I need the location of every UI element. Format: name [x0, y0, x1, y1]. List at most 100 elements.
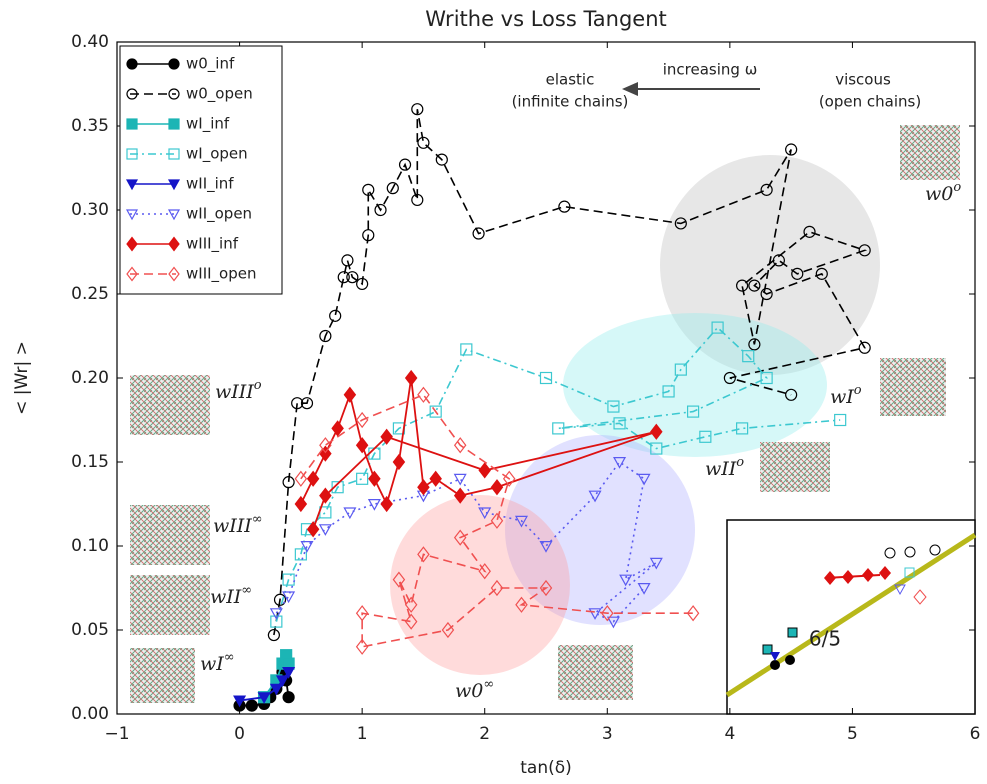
- y-tick-label: 0.25: [71, 284, 109, 304]
- marker: [649, 557, 663, 570]
- marker: [294, 548, 307, 561]
- marker: [539, 579, 553, 597]
- y-tick-label: 0.35: [71, 116, 109, 136]
- marker: [791, 267, 804, 280]
- marker: [269, 608, 283, 620]
- group-label: wIII∞: [213, 512, 263, 538]
- marker: [539, 541, 553, 553]
- x-axis-label: tan(δ): [520, 758, 572, 778]
- marker: [606, 616, 620, 629]
- group-label: w0o: [925, 180, 961, 206]
- marker: [126, 236, 138, 252]
- annotation: (infinite chains): [512, 93, 629, 111]
- marker: [674, 217, 687, 230]
- marker: [282, 691, 295, 704]
- marker: [356, 472, 369, 485]
- molecule-image: [130, 505, 210, 565]
- marker: [834, 413, 847, 427]
- inset-points: [762, 544, 941, 670]
- y-tick-label: 0.40: [71, 32, 109, 52]
- x-tick-label: 4: [724, 724, 735, 744]
- group-label-sup: o: [254, 378, 262, 393]
- marker: [686, 605, 700, 622]
- marker: [331, 420, 344, 437]
- marker: [282, 573, 295, 586]
- marker: [291, 397, 304, 410]
- marker: [785, 388, 798, 401]
- annotation: viscous: [835, 71, 891, 89]
- marker: [785, 143, 798, 156]
- group-label-base: wIII: [215, 381, 254, 403]
- marker: [760, 183, 773, 196]
- marker: [168, 118, 180, 130]
- x-tick-label: 5: [847, 724, 858, 744]
- group-label-base: wII: [210, 586, 242, 608]
- group-label-sup: o: [854, 383, 862, 398]
- marker: [711, 321, 724, 334]
- marker: [515, 596, 528, 613]
- marker: [429, 470, 442, 487]
- marker: [453, 473, 467, 486]
- marker: [362, 183, 375, 196]
- group-label: wI∞: [200, 650, 235, 676]
- marker: [748, 279, 761, 292]
- legend-label: w0_inf: [186, 55, 235, 74]
- marker: [367, 499, 381, 511]
- marker: [723, 371, 736, 385]
- group-label: wII∞: [210, 583, 252, 609]
- marker: [674, 363, 687, 376]
- marker: [306, 521, 320, 538]
- marker: [319, 445, 332, 462]
- marker: [126, 88, 138, 100]
- molecule-image: [900, 125, 960, 180]
- marker: [362, 229, 375, 242]
- marker: [803, 225, 816, 238]
- group-label: w0∞: [455, 677, 494, 703]
- marker: [411, 103, 424, 116]
- marker: [398, 158, 412, 171]
- marker: [613, 457, 627, 469]
- marker: [858, 244, 871, 257]
- inset-point: [770, 652, 780, 661]
- marker: [392, 571, 406, 588]
- marker: [417, 386, 430, 403]
- inset-point: [785, 655, 795, 665]
- inset-point: [770, 660, 780, 670]
- marker: [490, 512, 504, 529]
- marker: [552, 422, 565, 435]
- marker: [167, 179, 181, 191]
- y-axis-label: < |Wr| >: [12, 341, 32, 415]
- marker: [355, 437, 369, 454]
- marker: [300, 397, 314, 410]
- group-label-sup: ∞: [483, 677, 494, 692]
- marker: [282, 667, 296, 679]
- marker: [368, 470, 381, 487]
- marker: [126, 148, 138, 160]
- marker: [435, 153, 448, 166]
- marker: [772, 254, 785, 267]
- y-tick-label: 0.05: [71, 620, 109, 640]
- series-line: [300, 393, 694, 648]
- inset-point: [862, 568, 874, 582]
- marker: [168, 88, 180, 100]
- marker: [404, 596, 418, 613]
- marker: [417, 546, 430, 563]
- marker: [273, 593, 287, 606]
- inset-point: [904, 567, 915, 578]
- marker: [168, 236, 180, 252]
- legend-label: wIII_open: [186, 265, 256, 284]
- inset-point: [884, 547, 896, 559]
- marker: [601, 605, 614, 622]
- marker: [699, 430, 712, 443]
- background-regions: [390, 155, 880, 675]
- annotation: (open chains): [819, 93, 921, 111]
- marker: [417, 479, 430, 496]
- marker: [380, 495, 393, 513]
- molecule-image: [760, 442, 830, 492]
- inset-point: [929, 544, 941, 556]
- marker: [637, 473, 651, 486]
- marker: [742, 350, 755, 363]
- marker: [607, 400, 620, 413]
- marker: [282, 476, 295, 489]
- series-line: [275, 326, 841, 622]
